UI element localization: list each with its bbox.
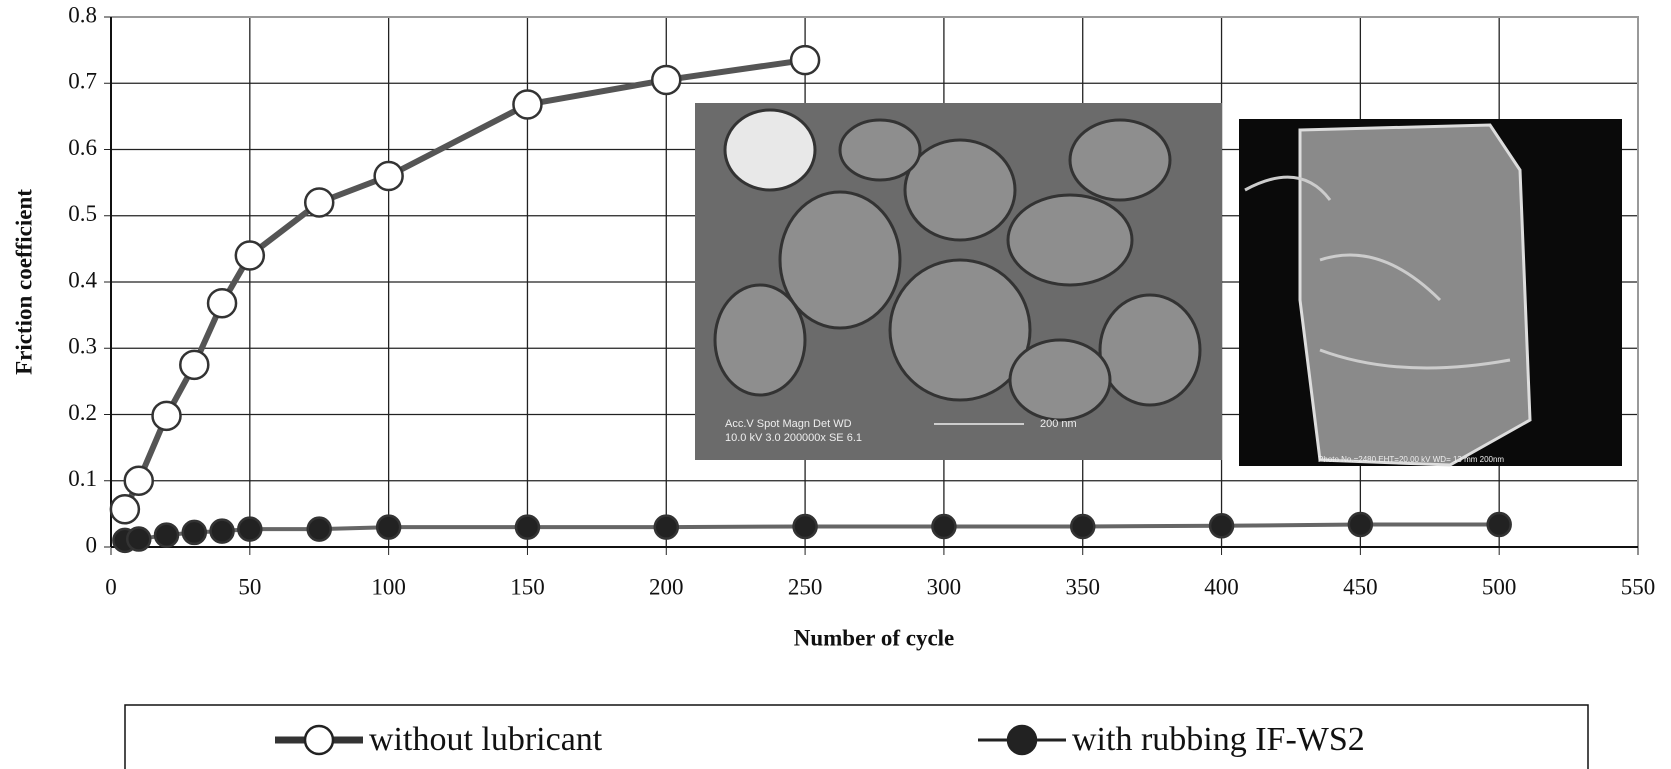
- data-point: [153, 522, 180, 548]
- data-point: [512, 89, 543, 120]
- data-point: [653, 514, 680, 540]
- data-point: [123, 465, 155, 496]
- inset-text: 10.0 kV 3.0 200000x SE 6.1: [725, 432, 862, 444]
- legend-label: with rubbing IF-WS2: [1072, 721, 1365, 758]
- x-tick-label: 50: [238, 574, 261, 599]
- x-tick-label: 100: [371, 574, 406, 599]
- sem-texture: [1244, 175, 1511, 370]
- x-tick-label: 0: [105, 574, 117, 599]
- x-tick-label: 500: [1482, 574, 1517, 599]
- y-tick-label: 0: [86, 532, 98, 557]
- x-tick-label: 200: [649, 574, 684, 599]
- data-point: [514, 514, 541, 540]
- data-point: [931, 513, 957, 540]
- data-point: [1069, 513, 1096, 540]
- sem-particle: [1298, 123, 1532, 467]
- y-tick-label: 0.2: [68, 400, 97, 425]
- x-tick-label: 450: [1343, 574, 1378, 599]
- data-point: [209, 518, 235, 544]
- inset-text: 200 nm: [1040, 418, 1077, 430]
- x-axis-title: Number of cycle: [794, 625, 955, 650]
- legend-box: [124, 704, 1589, 769]
- y-tick-label: 0.5: [68, 201, 97, 226]
- data-point: [181, 519, 208, 546]
- y-tick-label: 0.6: [68, 135, 97, 160]
- x-tick-label: 400: [1204, 574, 1239, 599]
- x-tick-label: 300: [927, 574, 962, 599]
- data-point: [306, 516, 332, 542]
- inset-text: Photo No.=2480 EHT=20.00 kV WD= 13 mm 20…: [1318, 455, 1504, 464]
- data-point: [1486, 511, 1512, 538]
- y-tick-label: 0.8: [68, 2, 97, 27]
- legend-label: without lubricant: [369, 721, 603, 758]
- legend-marker: [303, 724, 335, 756]
- data-point: [126, 526, 152, 552]
- data-point: [303, 187, 335, 218]
- y-tick-label: 0.3: [68, 334, 97, 359]
- data-point: [179, 349, 210, 381]
- data-point: [234, 240, 266, 271]
- x-tick-label: 550: [1621, 574, 1656, 599]
- data-point: [789, 44, 821, 76]
- y-tick-label: 0.4: [68, 267, 97, 292]
- insets: Acc.V Spot Magn Det WD 10.0 kV 3.0 20000…: [695, 103, 1622, 467]
- y-tick-label: 0.7: [68, 69, 97, 94]
- data-point: [237, 516, 263, 542]
- x-tick-label: 250: [788, 574, 823, 599]
- data-point: [109, 493, 141, 525]
- y-axis-title: Friction coefficient: [11, 189, 36, 375]
- data-point: [1347, 511, 1374, 538]
- y-tick-label: 0.1: [68, 466, 97, 491]
- data-point: [375, 514, 402, 540]
- data-point: [792, 513, 818, 540]
- data-point: [373, 160, 404, 192]
- legend-marker: [1006, 724, 1038, 756]
- data-point: [1208, 513, 1235, 539]
- sem-texture: [713, 108, 1202, 422]
- x-tick-label: 150: [510, 574, 545, 599]
- data-point: [651, 64, 682, 96]
- inset-text: Acc.V Spot Magn Det WD: [725, 418, 852, 430]
- series-line: [124, 522, 1500, 543]
- data-point: [206, 287, 238, 319]
- x-tick-label: 350: [1065, 574, 1100, 599]
- data-point: [151, 400, 182, 432]
